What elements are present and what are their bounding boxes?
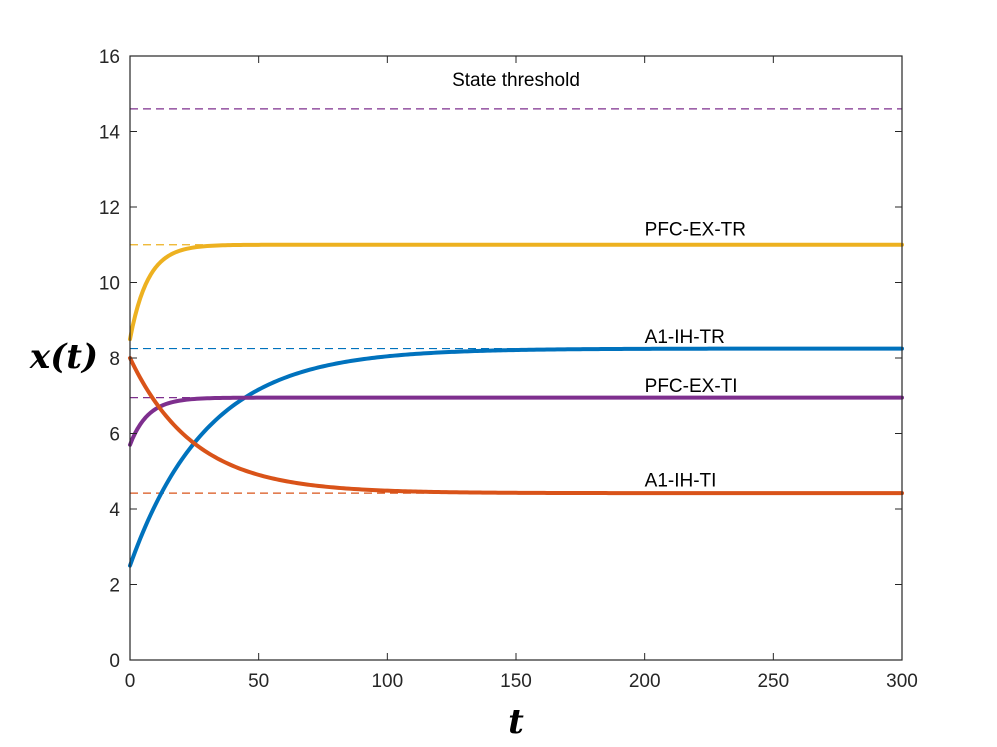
x-tick-label: 100 bbox=[371, 671, 403, 692]
x-tick-label: 50 bbox=[248, 671, 269, 692]
annotation-a1-ih-tr: A1-IH-TR bbox=[645, 327, 725, 348]
series-line-pfc-ex-tr bbox=[128, 242, 904, 342]
annotation-pfc-ex-tr: PFC-EX-TR bbox=[645, 219, 746, 240]
y-tick-label: 16 bbox=[99, 47, 120, 68]
x-tick-label: 200 bbox=[629, 671, 661, 692]
x-tick-label: 150 bbox=[500, 671, 532, 692]
series-line-a1-ih-tr bbox=[128, 346, 904, 568]
y-tick-label: 10 bbox=[99, 274, 120, 295]
y-tick-label: 2 bbox=[109, 576, 120, 597]
series-line-a1-ih-ti bbox=[128, 356, 904, 496]
annotation-pfc-ex-ti: PFC-EX-TI bbox=[645, 376, 738, 397]
annotation-state-threshold: State threshold bbox=[452, 70, 580, 91]
x-tick-label: 250 bbox=[757, 671, 789, 692]
x-tick-label: 0 bbox=[125, 671, 136, 692]
annotation-a1-ih-ti: A1-IH-TI bbox=[645, 470, 717, 491]
y-tick-label: 6 bbox=[109, 425, 120, 446]
x-tick-label: 300 bbox=[886, 671, 918, 692]
series-line-pfc-ex-ti bbox=[128, 395, 904, 447]
x-axis-label: t bbox=[508, 702, 524, 742]
y-tick-label: 0 bbox=[109, 651, 120, 672]
y-tick-label: 8 bbox=[109, 349, 120, 370]
y-tick-label: 12 bbox=[99, 198, 120, 219]
y-tick-label: 4 bbox=[109, 500, 120, 521]
y-tick-label: 14 bbox=[99, 123, 121, 144]
y-axis-label: x(t) bbox=[29, 337, 98, 377]
